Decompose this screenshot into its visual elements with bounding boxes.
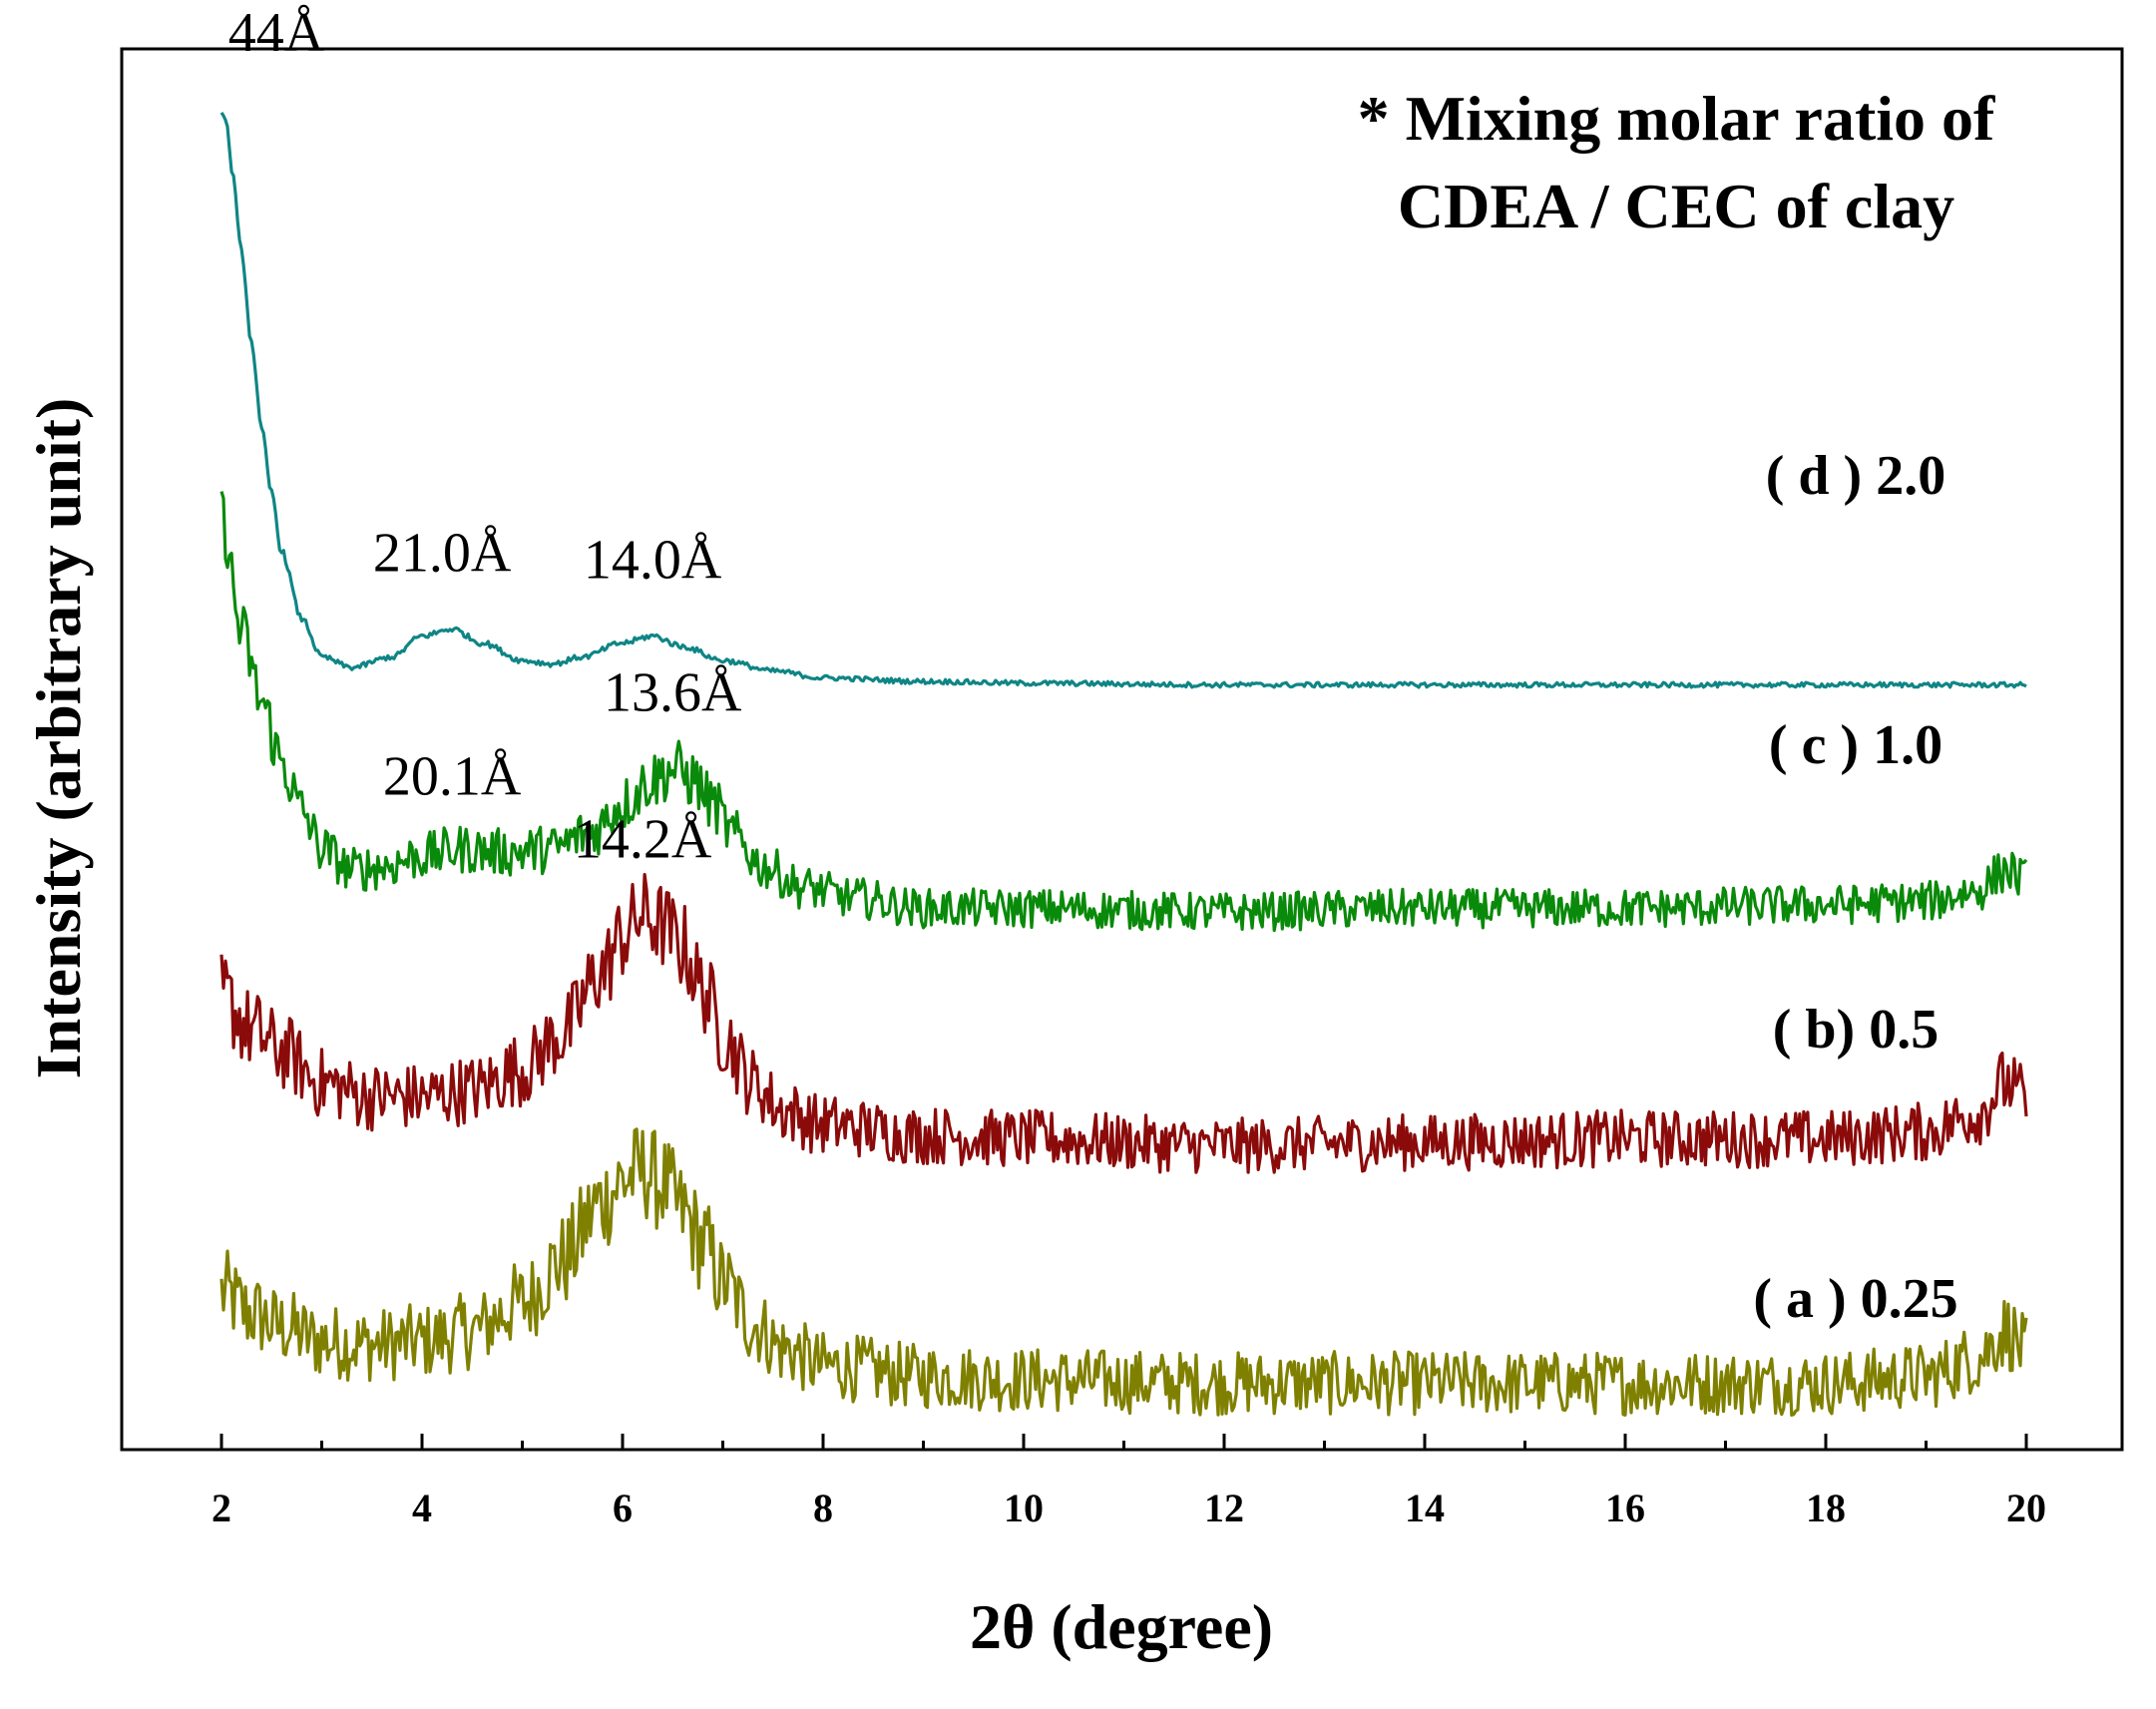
series-label-b: ( b) 0.5 xyxy=(1773,999,1939,1061)
x-tick-label: 4 xyxy=(412,1486,432,1530)
series-line-b xyxy=(219,873,2028,1174)
x-tick-label: 2 xyxy=(212,1486,231,1530)
series-label-c: ( c ) 1.0 xyxy=(1769,714,1942,776)
x-tick-label: 16 xyxy=(1605,1486,1645,1530)
x-tick-label: 14 xyxy=(1405,1486,1445,1530)
series-label-a: ( a ) 0.25 xyxy=(1753,1268,1957,1330)
peak-annotation: 13.6Å xyxy=(604,662,742,724)
series-labels: ( a ) 0.25 ( b) 0.5 ( c ) 1.0 ( d ) 2.0 xyxy=(1753,445,1957,1330)
peak-annotation: 14.0Å xyxy=(584,530,722,592)
series-line-a xyxy=(219,1127,2028,1417)
x-tick-label: 18 xyxy=(1806,1486,1846,1530)
plot-frame xyxy=(120,47,2124,1452)
x-axis-ticks xyxy=(219,1434,2028,1450)
legend-note-line-2: CDEA / CEC of clay xyxy=(1398,171,1954,241)
series-label-d: ( d ) 2.0 xyxy=(1766,445,1945,507)
x-tick-label: 12 xyxy=(1204,1486,1244,1530)
x-tick-label: 8 xyxy=(813,1486,833,1530)
peak-annotations: 44Å 21.0Å 14.0Å 20.1Å 13.6Å 14.2Å xyxy=(228,2,742,871)
peak-annotation: 14.2Å xyxy=(574,809,712,871)
peak-annotation: 20.1Å xyxy=(383,746,522,808)
series-lines xyxy=(219,112,2028,1417)
series-line-d xyxy=(219,112,2027,689)
peak-annotation: 44Å xyxy=(228,2,325,64)
x-axis-tick-labels: 2 4 6 8 10 12 14 16 18 20 xyxy=(212,1486,2046,1530)
legend-note-line-1: * Mixing molar ratio of xyxy=(1358,83,1995,154)
x-tick-label: 6 xyxy=(613,1486,633,1530)
x-axis-title: 2θ (degree) xyxy=(970,1591,1273,1662)
y-axis-title: Intensity (arbitrary unit) xyxy=(23,398,94,1079)
x-tick-label: 10 xyxy=(1004,1486,1044,1530)
x-tick-label: 20 xyxy=(2006,1486,2046,1530)
peak-annotation: 21.0Å xyxy=(373,523,512,585)
series-line-c xyxy=(219,491,2028,933)
